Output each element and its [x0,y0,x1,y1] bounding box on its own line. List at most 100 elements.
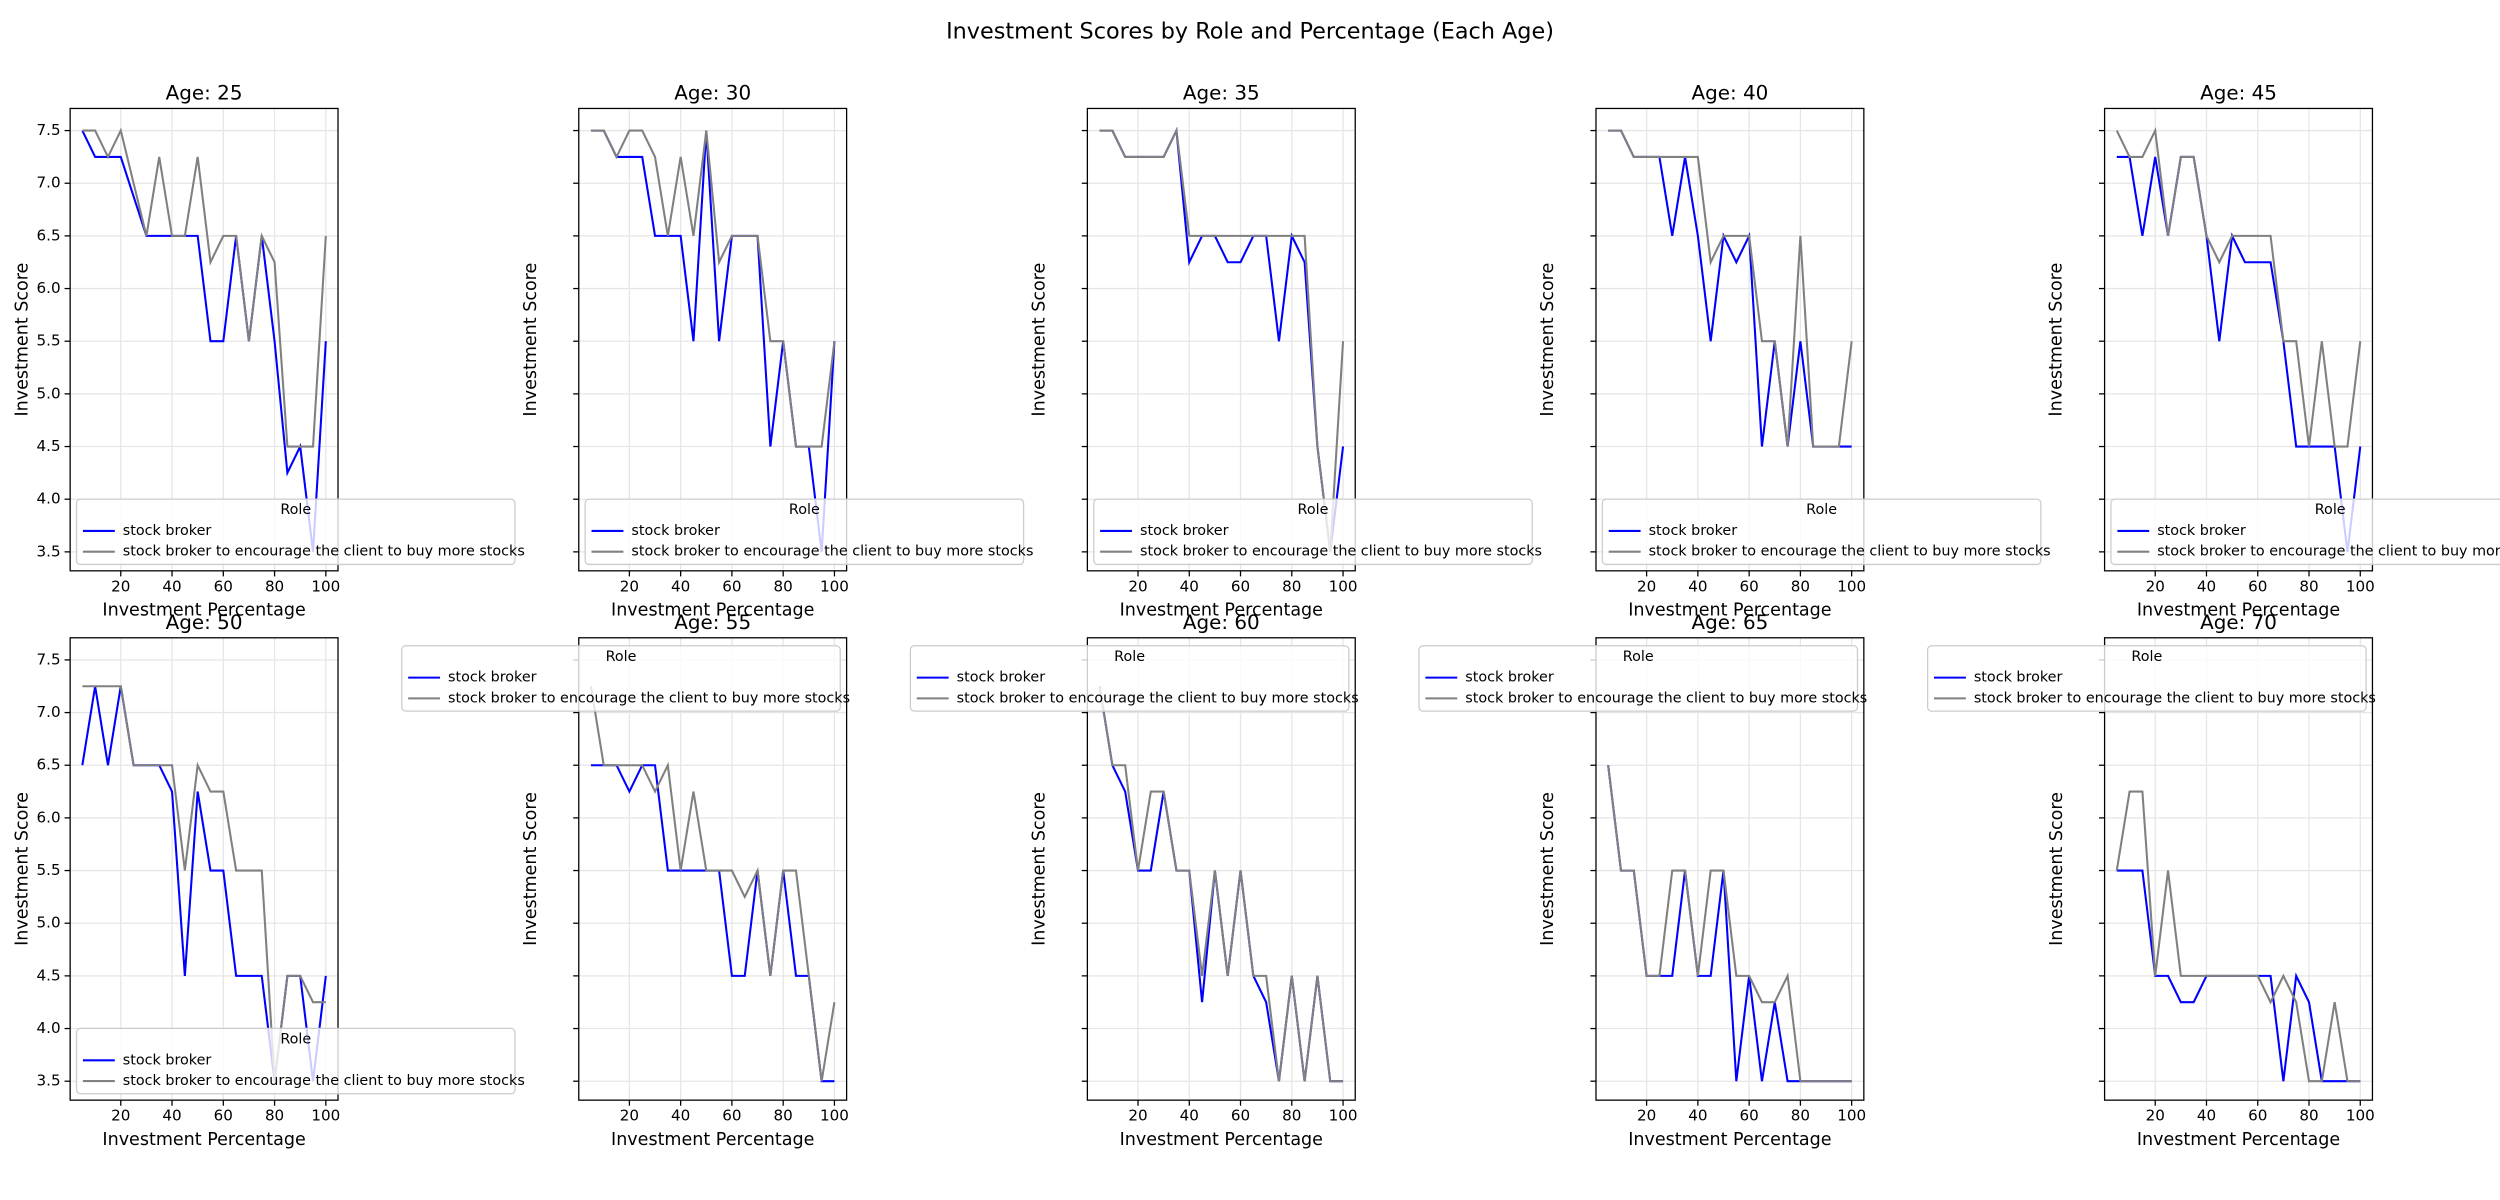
x-tick-label: 100 [2346,1107,2375,1125]
y-tick-label: 5.5 [37,332,61,350]
x-tick-label: 20 [2146,577,2165,595]
x-tick-label: 20 [111,577,130,595]
subplot: 20 40 60 80 100 3.5 4.0 4.5 5.0 5.5 6.0 6.5 7.0 7.5 Ag… [12,82,524,621]
legend-label: stock broker to encourage the client to … [1465,690,1867,706]
x-tick-label: 20 [620,577,639,595]
x-tick-label: 100 [1329,577,1358,595]
subplot: 20 40 60 80 100 Age: 65 Investment Percentage I… [1418,611,1867,1150]
x-tick-label: 100 [1837,577,1866,595]
y-tick-label: 7.0 [37,174,61,192]
legend-box [75,498,516,566]
axes-frame [1595,637,1865,1101]
legend-box [584,498,1025,566]
x-tick-label: 80 [265,577,284,595]
subplot-title: Age: 40 [1691,82,1768,105]
x-tick-label: 100 [1837,1107,1866,1125]
x-axis-label: Investment Percentage [611,601,814,621]
legend-box [2110,498,2500,566]
x-tick-label: 40 [1688,1107,1707,1125]
x-tick-label: 80 [774,577,793,595]
x-tick-label: 20 [1637,577,1656,595]
y-axis-label: Investment Score [1030,792,1050,946]
plot-area [578,637,847,1101]
legend-label: stock broker [123,1052,212,1068]
legend-title: Role [1298,502,1329,518]
axes-frame [578,637,848,1101]
y-tick-label: 3.5 [37,1072,61,1090]
x-tick-label: 60 [722,577,741,595]
x-axis-label: Investment Percentage [1628,601,1831,621]
x-axis-label: Investment Percentage [1120,1130,1323,1150]
y-axis-label: Investment Score [1538,792,1558,946]
series-line [82,127,327,448]
x-tick-label: 20 [1128,1107,1147,1125]
x-tick-label: 100 [2346,577,2375,595]
legend-label: stock broker [631,523,720,539]
x-tick-label: 80 [1791,577,1810,595]
subplot-title: Age: 70 [2200,611,2277,634]
legend-label: stock broker [123,523,212,539]
y-axis-label: Investment Score [521,792,541,946]
legend: Role stock broker stock broker to encourag… [2110,498,2500,566]
legend-label: stock broker to encourage the client to … [123,544,525,560]
legend-label: stock broker to encourage the client to … [1974,690,2376,706]
x-tick-label: 20 [1637,1107,1656,1125]
series-line [82,685,326,1082]
x-tick-label: 100 [820,577,849,595]
y-tick-label: 5.5 [37,861,61,879]
series-line [1608,129,1853,448]
x-tick-label: 80 [1282,1107,1301,1125]
y-tick-label: 5.0 [37,384,61,402]
x-tick-label: 20 [620,1107,639,1125]
y-axis-label: Investment Score [1538,263,1558,417]
legend-label: stock broker [1649,523,1738,539]
subplot-title: Age: 25 [166,82,243,105]
x-axis-label: Investment Percentage [1120,601,1323,621]
y-tick-label: 6.0 [37,808,61,826]
figure-title: Investment Scores by Role and Percentage… [946,18,1554,44]
legend: Role stock broker stock broker to encourag… [401,645,850,712]
legend-title: Role [606,649,637,665]
x-tick-label: 60 [1231,1107,1250,1125]
y-tick-label: 7.5 [37,650,61,668]
x-axis-label: Investment Percentage [2137,1130,2340,1150]
y-axis-label: Investment Score [2047,263,2067,417]
plot-area [2104,637,2373,1101]
legend: Role stock broker stock broker to encourag… [1093,498,1542,566]
axes-frame [1086,637,1356,1101]
legend-box [1926,645,2367,712]
x-tick-label: 40 [162,577,181,595]
legend-title: Role [2131,649,2162,665]
series-line [1607,765,1852,1083]
plot-area [1595,637,1864,1101]
x-tick-label: 60 [2248,1107,2267,1125]
x-tick-label: 60 [2248,577,2267,595]
legend: Role stock broker stock broker to encourag… [1601,498,2051,566]
y-tick-label: 6.0 [37,279,61,297]
x-axis-label: Investment Percentage [611,1130,814,1150]
legend-label: stock broker to encourage the client to … [957,690,1359,706]
y-tick-label: 4.5 [37,966,61,984]
x-tick-label: 40 [2197,577,2216,595]
axes-frame [69,637,339,1101]
legend-title: Role [1623,649,1654,665]
legend-box [1418,645,1859,712]
series-line [1099,126,1345,552]
plot-area [70,108,339,571]
x-tick-label: 100 [311,577,340,595]
y-axis-label: Investment Score [12,263,32,417]
x-tick-label: 20 [1128,577,1147,595]
axes-frame [578,107,848,572]
axes-frame [1086,107,1356,572]
y-tick-label: 4.5 [37,437,61,455]
x-tick-label: 40 [2197,1107,2216,1125]
subplot-title: Age: 45 [2200,82,2277,105]
legend-label: stock broker to encourage the client to … [123,1073,525,1089]
legend: Role stock broker stock broker to encourag… [75,498,525,566]
x-tick-label: 80 [265,1107,284,1125]
y-axis-label: Investment Score [1030,263,1050,417]
x-tick-label: 80 [774,1107,793,1125]
legend-label: stock broker [1465,670,1554,686]
legend-box [909,645,1350,712]
x-tick-label: 40 [1180,577,1199,595]
